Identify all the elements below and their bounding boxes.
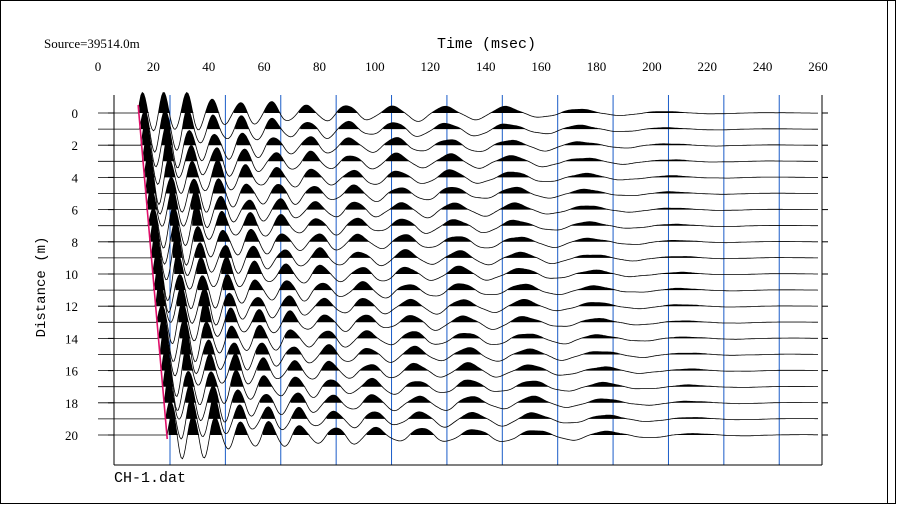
trace-line (98, 216, 818, 266)
x-tick-labels: 0 20 40 60 80 100 120 140 160 180 200 220 240 260 (95, 59, 828, 74)
trace-line (98, 249, 818, 302)
trace-fill (156, 281, 818, 307)
first-break-line (137, 104, 169, 440)
time-gridlines (169, 95, 780, 465)
y-tick-label: 10 (65, 267, 78, 282)
trace-line (98, 413, 818, 460)
trace-line (98, 204, 818, 249)
trace-8 (98, 216, 818, 266)
trace-17 (98, 359, 819, 411)
trace-line (98, 315, 818, 363)
file-name-label: CH-1.dat (114, 470, 187, 487)
trace-18 (98, 376, 818, 423)
trace-20 (98, 413, 819, 460)
trace-line (98, 108, 818, 153)
wiggle-traces (98, 91, 819, 460)
trace-12 (98, 281, 818, 326)
trace-14 (98, 315, 818, 363)
trace-5 (98, 164, 819, 215)
trace-11 (98, 261, 819, 314)
right-border (887, 0, 888, 504)
x-tick-label: 100 (365, 59, 385, 74)
trace-line (98, 327, 818, 377)
trace-10 (98, 249, 818, 302)
x-tick-label: 120 (421, 59, 441, 74)
trace-line (98, 300, 818, 345)
trace-line (98, 261, 819, 314)
y-tick-label: 6 (72, 203, 79, 218)
trace-line (98, 359, 818, 411)
trace-line (98, 396, 818, 440)
x-axis-title: Time (msec) (437, 36, 537, 53)
x-tick-label: 60 (258, 59, 271, 74)
trace-0 (98, 91, 818, 132)
y-tick-label: 18 (65, 396, 78, 411)
y-tick-label: 20 (65, 428, 78, 443)
trace-4 (98, 152, 818, 206)
trace-13 (98, 300, 818, 345)
trace-line (98, 346, 818, 398)
trace-fill (153, 250, 818, 274)
trace-fill (140, 109, 807, 130)
trace-fill (139, 92, 806, 113)
y-tick-label: 8 (72, 235, 79, 250)
trace-line (98, 164, 819, 215)
trace-fill (147, 187, 814, 210)
trace-7 (98, 204, 818, 249)
x-tick-label: 80 (313, 59, 326, 74)
y-tick-label: 12 (65, 299, 78, 314)
x-tick-label: 220 (697, 59, 717, 74)
x-tick-label: 260 (808, 59, 828, 74)
trace-line (98, 136, 818, 186)
y-tick-labels: 0 2 4 6 8 10 12 14 16 18 20 (65, 106, 79, 443)
trace-line (98, 187, 818, 229)
y-tick-label: 14 (65, 331, 79, 346)
trace-9 (98, 231, 818, 281)
x-tick-label: 200 (642, 59, 662, 74)
y-tick-label: 4 (72, 170, 79, 185)
trace-fill (143, 136, 810, 162)
x-tick-label: 0 (95, 59, 102, 74)
trace-line (98, 231, 818, 281)
trace-16 (98, 346, 818, 398)
trace-fill (152, 232, 818, 258)
trace-fill (157, 301, 818, 323)
trace-line (98, 91, 818, 132)
trace-3 (98, 136, 818, 186)
y-axis-title: Distance (m) (34, 236, 50, 338)
trace-2 (98, 119, 818, 169)
x-tick-label: 240 (753, 59, 773, 74)
x-tick-label: 180 (587, 59, 607, 74)
source-label: Source=39514.0m (44, 36, 140, 51)
trace-fill (145, 152, 812, 178)
trace-fill (150, 217, 817, 242)
trace-15 (98, 327, 819, 377)
trace-fill (149, 204, 816, 226)
trace-line (98, 152, 818, 206)
trace-fill (161, 347, 818, 371)
x-tick-label: 40 (202, 59, 215, 74)
y-tick-label: 0 (72, 106, 79, 121)
x-tick-label: 20 (147, 59, 160, 74)
y-tick-label: 16 (65, 364, 79, 379)
trace-line (98, 281, 818, 326)
trace-fill (142, 120, 809, 146)
trace-fill (160, 328, 819, 355)
trace-1 (98, 108, 818, 153)
x-tick-label: 160 (531, 59, 551, 74)
y-tick-label: 2 (72, 138, 79, 153)
trace-line (98, 119, 818, 169)
first-break-pick (137, 104, 169, 440)
trace-6 (98, 187, 818, 229)
trace-19 (98, 396, 819, 440)
trace-line (98, 376, 818, 423)
x-tick-label: 140 (476, 59, 496, 74)
